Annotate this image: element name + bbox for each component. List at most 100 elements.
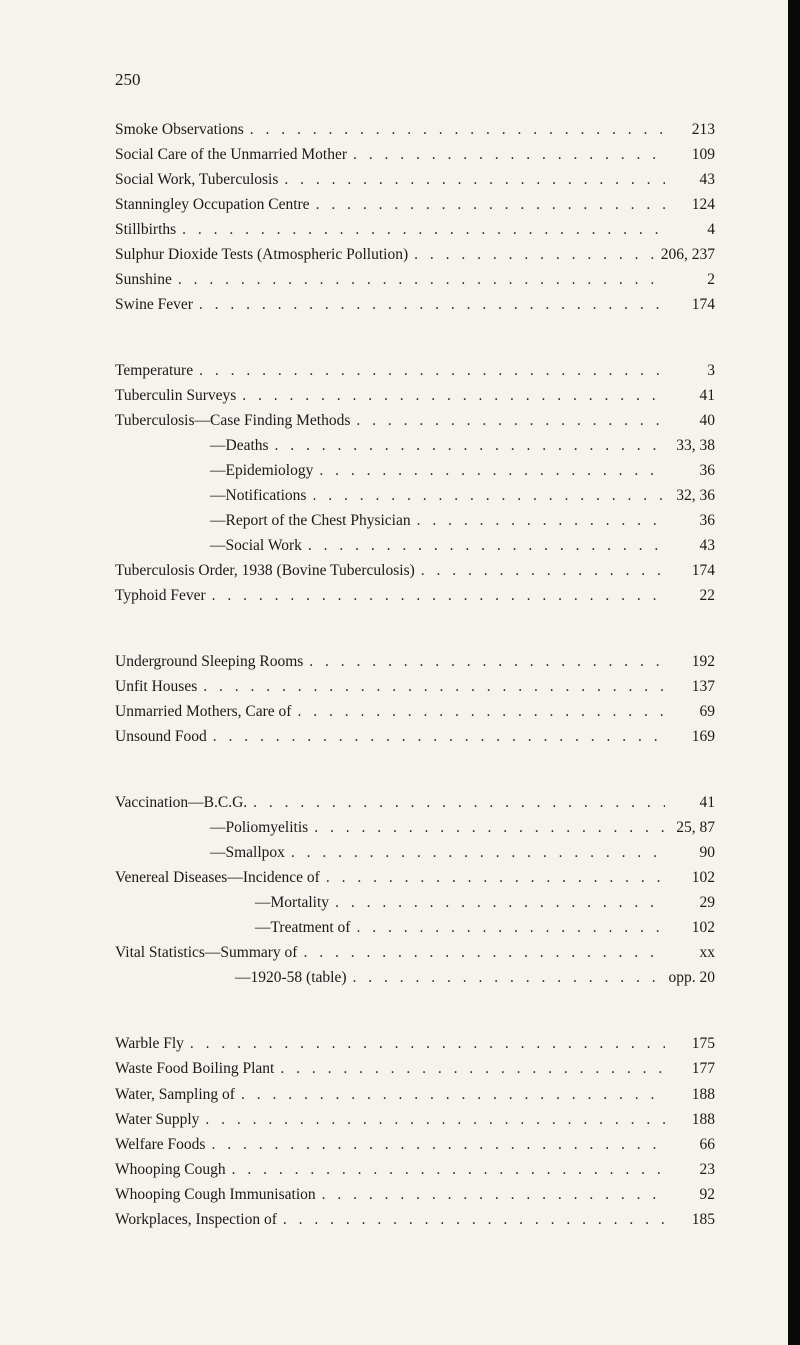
- entry-page: 3: [665, 359, 715, 383]
- leader-dots: [285, 841, 665, 865]
- entry-label: Whooping Cough: [115, 1158, 226, 1182]
- index-entry: Whooping Cough Immunisation 92: [115, 1183, 715, 1207]
- leader-dots: [236, 384, 665, 408]
- leader-dots: [205, 1133, 665, 1157]
- entry-label: Unmarried Mothers, Care of: [115, 700, 291, 724]
- entry-page: 32, 36: [665, 484, 715, 508]
- leader-dots: [415, 559, 665, 583]
- index-entry: Warble Fly175: [115, 1032, 715, 1056]
- entry-label: Water, Sampling of: [115, 1083, 235, 1107]
- entry-label: Social Work, Tuberculosis: [115, 168, 278, 192]
- entry-label: Tuberculosis Order, 1938 (Bovine Tubercu…: [115, 559, 415, 583]
- index-entry: Water Supply188: [115, 1108, 715, 1132]
- entry-page: xx: [665, 941, 715, 965]
- entry-label: Tuberculosis—Case Finding Methods: [115, 409, 350, 433]
- entry-label: —Poliomyelitis: [115, 816, 308, 840]
- entry-page: 29: [665, 891, 715, 915]
- leader-dots: [206, 584, 665, 608]
- entry-page: 124: [665, 193, 715, 217]
- entry-page: 92: [665, 1183, 715, 1207]
- index-entry: —Report of the Chest Physician36: [115, 509, 715, 533]
- entry-page: opp. 20: [665, 966, 715, 990]
- entry-page: 36: [665, 459, 715, 483]
- index-entry: Workplaces, Inspection of185: [115, 1208, 715, 1232]
- index-entry: Unfit Houses137: [115, 675, 715, 699]
- entry-page: 40: [665, 409, 715, 433]
- leader-dots: [313, 459, 665, 483]
- index-entry: Underground Sleeping Rooms192: [115, 650, 715, 674]
- entry-page: 177: [665, 1057, 715, 1081]
- entry-page: 109: [665, 143, 715, 167]
- index-entry: Sulphur Dioxide Tests (Atmospheric Pollu…: [115, 243, 715, 267]
- entry-label: —Notifications: [115, 484, 306, 508]
- entry-page: 102: [665, 916, 715, 940]
- entry-label: Venereal Diseases—Incidence of: [115, 866, 320, 890]
- entry-label: Typhoid Fever: [115, 584, 206, 608]
- entry-label: Unsound Food: [115, 725, 207, 749]
- leader-dots: [269, 434, 665, 458]
- index-container: Smoke Observations213Social Care of the …: [115, 118, 715, 1232]
- entry-label: —Report of the Chest Physician: [115, 509, 411, 533]
- entry-page: 90: [665, 841, 715, 865]
- index-entry: —Smallpox 90: [115, 841, 715, 865]
- entry-label: —1920-58 (table): [115, 966, 346, 990]
- leader-dots: [411, 509, 665, 533]
- index-section: Temperature3Tuberculin Surveys41Tubercul…: [115, 359, 715, 608]
- index-entry: Social Work, Tuberculosis 43: [115, 168, 715, 192]
- index-entry: Sunshine 2: [115, 268, 715, 292]
- page-right-edge: [788, 0, 800, 1345]
- entry-page: 185: [665, 1208, 715, 1232]
- entry-label: Water Supply: [115, 1108, 199, 1132]
- entry-label: Whooping Cough Immunisation: [115, 1183, 316, 1207]
- leader-dots: [306, 484, 665, 508]
- entry-page: 43: [665, 534, 715, 558]
- leader-dots: [277, 1208, 665, 1232]
- entry-label: Vital Statistics—Summary of: [115, 941, 297, 965]
- entry-page: 69: [665, 700, 715, 724]
- index-entry: Social Care of the Unmarried Mother109: [115, 143, 715, 167]
- entry-label: Swine Fever: [115, 293, 193, 317]
- leader-dots: [308, 816, 665, 840]
- index-entry: Tuberculosis—Case Finding Methods 40: [115, 409, 715, 433]
- entry-label: Sunshine: [115, 268, 172, 292]
- entry-page: 4: [665, 218, 715, 242]
- entry-label: —Epidemiology: [115, 459, 313, 483]
- index-entry: —Epidemiology 36: [115, 459, 715, 483]
- entry-label: —Smallpox: [115, 841, 285, 865]
- leader-dots: [347, 143, 665, 167]
- leader-dots: [207, 725, 665, 749]
- index-entry: Waste Food Boiling Plant 177: [115, 1057, 715, 1081]
- index-entry: Tuberculosis Order, 1938 (Bovine Tubercu…: [115, 559, 715, 583]
- index-entry: Vaccination—B.C.G.41: [115, 791, 715, 815]
- entry-page: 175: [665, 1032, 715, 1056]
- index-entry: —Notifications 32, 36: [115, 484, 715, 508]
- entry-page: 169: [665, 725, 715, 749]
- entry-page: 2: [665, 268, 715, 292]
- index-entry: Stillbirths 4: [115, 218, 715, 242]
- entry-page: 23: [665, 1158, 715, 1182]
- leader-dots: [303, 650, 665, 674]
- leader-dots: [199, 1108, 665, 1132]
- leader-dots: [310, 193, 665, 217]
- index-entry: —1920-58 (table) opp. 20: [115, 966, 715, 990]
- entry-label: —Treatment of: [115, 916, 350, 940]
- leader-dots: [408, 243, 661, 267]
- leader-dots: [193, 359, 665, 383]
- entry-page: 22: [665, 584, 715, 608]
- entry-label: —Mortality: [115, 891, 329, 915]
- leader-dots: [244, 118, 665, 142]
- entry-label: Tuberculin Surveys: [115, 384, 236, 408]
- entry-label: Waste Food Boiling Plant: [115, 1057, 274, 1081]
- leader-dots: [278, 168, 665, 192]
- entry-page: 188: [665, 1083, 715, 1107]
- entry-page: 43: [665, 168, 715, 192]
- leader-dots: [329, 891, 665, 915]
- leader-dots: [184, 1032, 665, 1056]
- index-section: Warble Fly175Waste Food Boiling Plant 177…: [115, 1032, 715, 1231]
- entry-label: Sulphur Dioxide Tests (Atmospheric Pollu…: [115, 243, 408, 267]
- entry-page: 206, 237: [661, 243, 715, 267]
- entry-label: Stillbirths: [115, 218, 176, 242]
- entry-label: Stanningley Occupation Centre: [115, 193, 310, 217]
- entry-label: Unfit Houses: [115, 675, 197, 699]
- entry-page: 174: [665, 293, 715, 317]
